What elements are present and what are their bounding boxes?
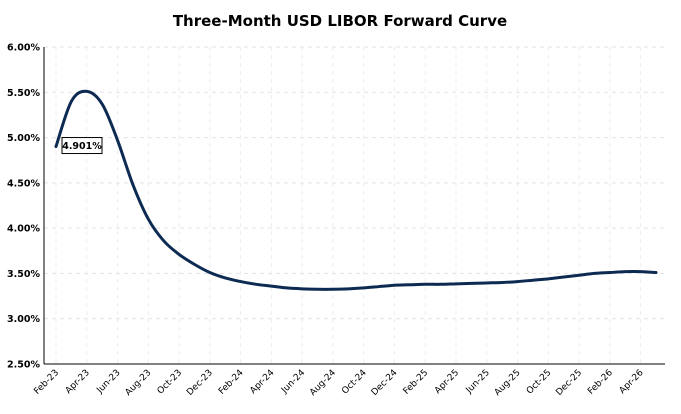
x-tick-label: Feb-23	[32, 368, 61, 397]
data-label-annotation: 4.901%	[61, 137, 103, 155]
x-tick-label: Aug-23	[124, 368, 154, 398]
x-tick-label: Aug-25	[493, 368, 523, 398]
x-tick-label: Apr-23	[64, 368, 92, 396]
x-tick-label: Oct-24	[340, 368, 369, 397]
y-tick-label: 4.00%	[7, 224, 40, 235]
x-tick-label: Oct-23	[156, 368, 184, 396]
x-tick-label: Dec-25	[554, 368, 584, 398]
y-tick-label: 2.50%	[7, 360, 40, 371]
x-tick-label: Apr-24	[248, 368, 276, 396]
y-tick-label: 5.50%	[7, 88, 40, 99]
x-tick-label: Feb-24	[217, 368, 246, 397]
x-tick-label: Jun-23	[95, 368, 123, 396]
x-tick-label: Feb-26	[586, 368, 615, 397]
x-tick-label: Oct-25	[525, 368, 553, 396]
chart-title: Three-Month USD LIBOR Forward Curve	[173, 12, 507, 30]
x-tick-label: Feb-25	[402, 368, 431, 397]
y-tick-label: 3.50%	[7, 269, 40, 280]
x-tick-label: Apr-25	[433, 368, 461, 396]
x-tick-label: Jun-25	[464, 368, 492, 396]
data-label-text: 4.901%	[62, 141, 102, 152]
y-tick-label: 6.00%	[7, 43, 40, 54]
x-tick-label: Apr-26	[618, 368, 646, 396]
y-tick-label: 5.00%	[7, 133, 40, 144]
y-tick-label: 4.50%	[7, 178, 40, 189]
y-axis-ticks: 2.50% 3.00% 3.50% 4.00% 4.50% 5.00% 5.50% 6.00%	[7, 43, 40, 371]
series-line	[54, 89, 658, 291]
x-tick-label: Jun-24	[279, 368, 307, 396]
x-tick-label: Aug-24	[308, 368, 338, 398]
gridlines	[44, 46, 665, 364]
x-axis-ticks: Feb-23 Apr-23 Jun-23 Aug-23 Oct-23 Dec-23 Feb-…	[32, 368, 646, 398]
data-label-box	[61, 137, 103, 155]
x-tick-label: Dec-23	[185, 368, 215, 398]
y-tick-label: 3.00%	[7, 314, 40, 325]
x-tick-label: Dec-24	[370, 368, 400, 398]
